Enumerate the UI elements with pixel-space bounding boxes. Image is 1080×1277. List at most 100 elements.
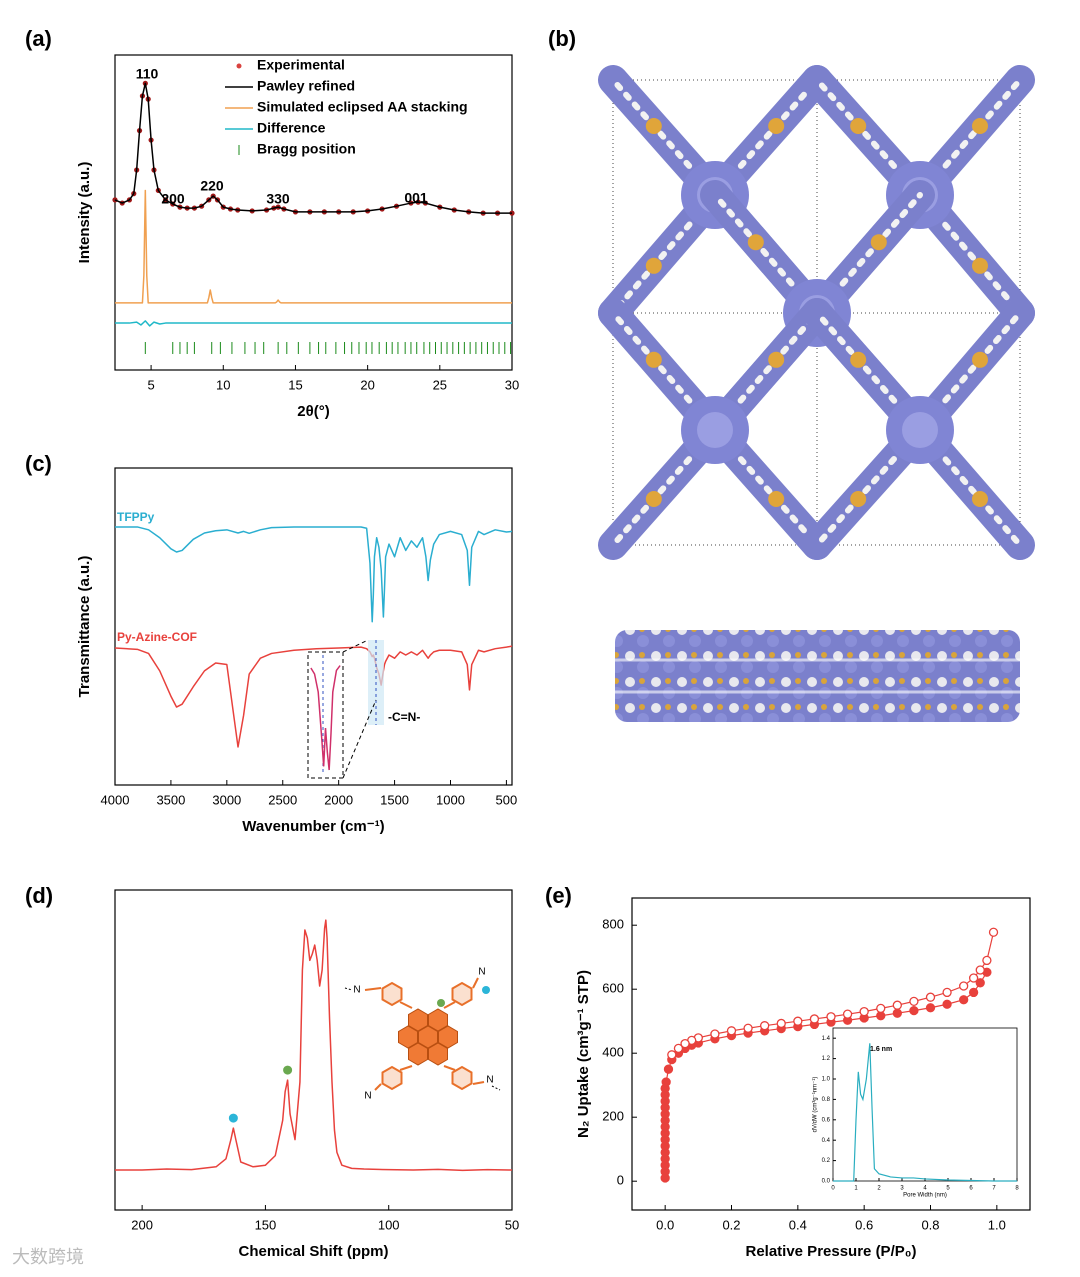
peak-label: 220 [200, 178, 224, 194]
phenyl-ring [451, 1065, 473, 1091]
x-tick-label: 15 [288, 377, 302, 392]
data-point [673, 1043, 684, 1054]
azine [645, 351, 662, 368]
data-point [968, 973, 979, 983]
x-tick-label: 3500 [156, 792, 185, 807]
data-point [909, 996, 919, 1007]
series-line [115, 189, 512, 304]
atom-label: N [478, 967, 485, 978]
x-tick-label: 50 [505, 1217, 519, 1232]
inset-line [833, 1043, 1017, 1182]
data-point [809, 1014, 820, 1024]
series-line [115, 919, 513, 1172]
x-tick-label: 3 [900, 1186, 904, 1192]
data-point [942, 987, 952, 998]
pyrene-ring [418, 1025, 438, 1049]
bond [399, 1065, 413, 1071]
data-point [959, 981, 969, 991]
data-point [876, 1003, 886, 1014]
site-dot [482, 986, 490, 994]
legend-label: Pawley refined [257, 78, 355, 94]
azine [645, 491, 662, 507]
x-axis-label: Chemical Shift (ppm) [238, 1243, 388, 1260]
data-point [760, 1021, 770, 1031]
azine [768, 351, 785, 368]
data-point [909, 1005, 919, 1016]
azine [972, 257, 988, 274]
x-tick-label: 4000 [101, 792, 130, 807]
azine [747, 234, 764, 251]
panel-label: (a) [25, 26, 52, 51]
x-tick-label: 2500 [268, 792, 297, 807]
y-tick-label: 0 [617, 1173, 624, 1188]
y-axis-label: Transmittance (a.u.) [76, 556, 93, 698]
legend-label: Difference [257, 120, 326, 136]
framework [598, 65, 1035, 560]
bond [399, 1001, 413, 1009]
pyrene-ring [428, 1042, 448, 1066]
data-point [793, 1016, 803, 1026]
x-tick-label: 10 [216, 377, 230, 392]
data-point [726, 1026, 737, 1036]
bond [472, 977, 479, 989]
panel-label: (b) [548, 26, 576, 51]
series-label: Py-Azine-COF [117, 630, 197, 644]
x-tick-label: 0.6 [855, 1217, 873, 1232]
series-line [115, 526, 513, 623]
x-tick-label: 5 [147, 377, 154, 392]
bond [344, 987, 353, 991]
x-tick-label: 4 [923, 1186, 927, 1192]
azine [972, 118, 988, 134]
peak-marker [228, 1113, 238, 1123]
bond [374, 1083, 382, 1091]
x-tick-label: 5 [946, 1186, 950, 1192]
stacked-layers [615, 630, 1020, 722]
zoom-box [307, 651, 344, 779]
y-tick-label: 1.4 [822, 1036, 831, 1042]
pyrene-core [697, 412, 733, 448]
x-tick-label: 1000 [436, 792, 465, 807]
inset-bg [833, 1028, 1017, 1181]
x-axis-label: Relative Pressure (P/P₀) [745, 1243, 916, 1260]
x-tick-label: 7 [992, 1186, 996, 1192]
watermark: 大数跨境 [12, 1247, 84, 1268]
x-tick-label: 3000 [212, 792, 241, 807]
y-tick-label: 1.2 [822, 1056, 831, 1062]
azine [645, 118, 662, 134]
atom-label: N [486, 1075, 493, 1086]
azine [850, 351, 867, 368]
data-point [661, 1077, 671, 1087]
data-point [925, 992, 936, 1002]
x-tick-label: 100 [378, 1217, 400, 1232]
plot-frame [631, 897, 1031, 1211]
y-tick-label: 0.6 [822, 1117, 831, 1123]
series-line [114, 645, 513, 748]
inset-line [310, 665, 341, 771]
pyrene-ring [408, 1008, 428, 1032]
zoom-line [342, 699, 377, 779]
peak-marker [283, 1065, 293, 1075]
series-label: TFPPy [117, 510, 155, 524]
phenyl-ring [381, 981, 403, 1007]
x-axis-label: Pore Width (nm) [903, 1193, 947, 1199]
bond [443, 1001, 456, 1009]
y-tick-label: 0.2 [822, 1158, 831, 1164]
x-axis-label: 2θ(°) [297, 403, 329, 420]
y-tick-label: 1.0 [822, 1077, 831, 1083]
data-point [859, 1006, 869, 1017]
panel-label: (e) [545, 883, 572, 908]
data-point [975, 965, 985, 975]
bond [443, 1065, 456, 1071]
data-point [982, 955, 992, 966]
azine [768, 491, 785, 507]
pyrene-ring [408, 1042, 428, 1066]
panel-label: (c) [25, 451, 52, 476]
data-point [968, 987, 979, 998]
y-axis-label: dV/dW (cm³g⁻¹nm⁻¹) [813, 1077, 819, 1133]
x-tick-label: 0.8 [921, 1217, 939, 1232]
legend-label: Experimental [257, 57, 345, 73]
data-point [710, 1029, 720, 1039]
y-tick-label: 0.0 [822, 1179, 831, 1185]
data-point [776, 1018, 786, 1029]
